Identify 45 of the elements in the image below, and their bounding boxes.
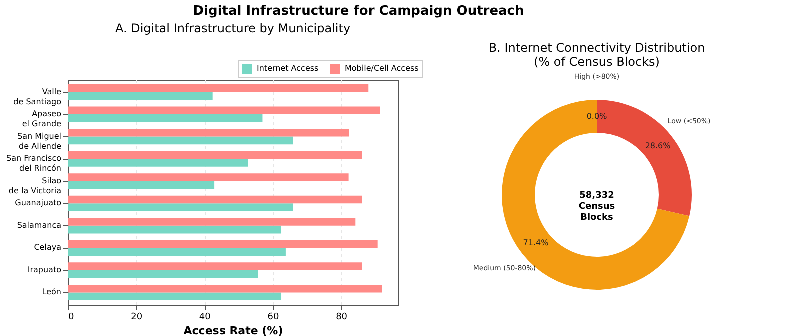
y-tick-label: León: [42, 288, 62, 297]
text: 58,332 Census Blocks: [578, 191, 616, 223]
x-tick-label: 40: [199, 312, 212, 322]
y-tick-label: San Miguel de Allende: [17, 132, 62, 151]
y-tick-label: Celaya: [34, 243, 62, 252]
data-label: 71.4%: [523, 238, 550, 248]
bar: [68, 262, 362, 270]
y-tick-label: Guanajuato: [15, 198, 62, 208]
legend-label: Mobile/Cell Access: [345, 64, 419, 73]
y-tick-label: San Francisco del Rincón: [6, 154, 62, 174]
bar: [68, 159, 248, 167]
y-tick-label: Irapuato: [28, 265, 62, 274]
bar: [68, 151, 362, 160]
chart-title: B. Internet Connectivity Distribution (% of Census Blocks): [488, 41, 706, 69]
bar: [68, 204, 294, 212]
bar: [68, 84, 369, 92]
bar: [68, 106, 380, 115]
bar: [68, 248, 286, 256]
legend-label: Internet Access: [257, 64, 319, 73]
y-tick-label: Apaseo el Grande: [22, 110, 62, 129]
y-tick-label: Valle de Santiago: [14, 87, 62, 106]
bar: [68, 240, 378, 248]
x-tick-label: 0: [68, 312, 74, 322]
x-axis-title: Access Rate (%): [184, 324, 284, 336]
x-tick-label: 60: [268, 312, 280, 322]
y-tick-label: Silao de la Victoria: [8, 176, 62, 196]
bar: [68, 226, 282, 234]
y-tick-label: Salamanca: [17, 220, 62, 230]
bar: [68, 292, 282, 301]
bar: [68, 181, 215, 190]
bar: [68, 270, 258, 278]
x-tick-label: 20: [131, 312, 143, 322]
bar: [68, 92, 213, 100]
data-label: 28.6%: [645, 141, 672, 150]
bar: [68, 129, 350, 137]
bar: [68, 284, 382, 293]
bar: [68, 218, 356, 226]
text: Digital Infrastructure for Campaign Outreach: [193, 4, 524, 19]
bar: [68, 136, 294, 145]
bar: [68, 196, 362, 204]
bar: [68, 114, 263, 122]
x-tick-label: 80: [336, 312, 348, 322]
text: 0.0%: [586, 112, 608, 121]
bar: [68, 174, 349, 182]
chart-title: A. Digital Infrastructure by Municipality: [115, 22, 351, 36]
